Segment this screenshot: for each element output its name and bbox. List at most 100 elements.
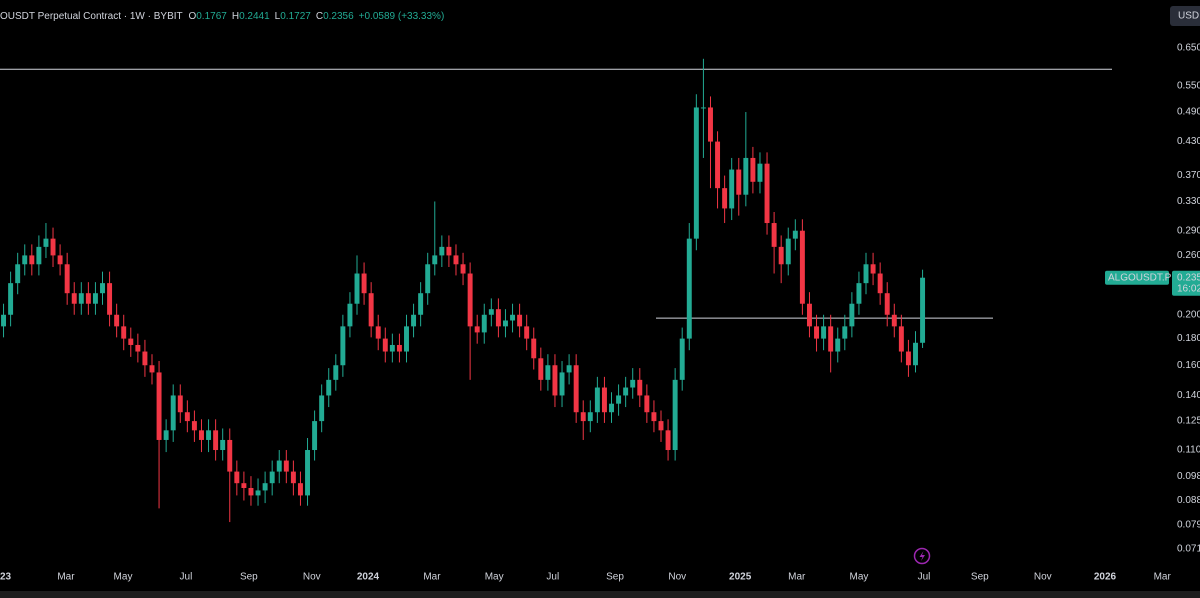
candle-body	[107, 283, 113, 315]
candle-body	[510, 314, 516, 321]
candle-body	[333, 365, 339, 380]
candle-body	[764, 163, 770, 224]
symbol-title: OUSDT Perpetual Contract · 1W · BYBIT	[0, 11, 183, 22]
ohlc-label: O	[188, 11, 196, 22]
candle-body	[849, 303, 855, 327]
candle-body	[651, 412, 657, 422]
x-tick-label: Mar	[1154, 572, 1172, 583]
candle-body	[700, 107, 706, 109]
x-tick-label: Sep	[971, 572, 989, 583]
x-tick-label: May	[485, 572, 504, 583]
y-tick-label: 0.140	[1177, 390, 1200, 401]
candle-body	[262, 483, 268, 491]
countdown: 16:02	[1177, 283, 1200, 294]
candle-body	[36, 246, 42, 265]
candle-body	[637, 379, 643, 396]
candle-body	[425, 264, 431, 294]
candle-body	[85, 293, 91, 304]
x-tick-label: Sep	[606, 572, 624, 583]
candle-body	[177, 395, 183, 413]
candle-body	[135, 344, 141, 352]
candle-body	[616, 395, 622, 404]
candle-body	[623, 387, 629, 396]
candle-body	[502, 320, 508, 327]
x-tick-label: 2023	[0, 572, 12, 583]
candle-body	[411, 314, 417, 327]
candle-body	[863, 264, 869, 284]
candle-body	[191, 421, 197, 431]
event-icon[interactable]	[913, 547, 931, 565]
candle-body	[283, 460, 289, 472]
y-tick-label: 0.098	[1177, 471, 1200, 482]
candle-body	[495, 309, 501, 327]
candle-body	[920, 277, 926, 343]
candle-body	[71, 293, 77, 304]
candle-body	[630, 379, 636, 388]
candle-body	[481, 314, 487, 333]
candle-body	[290, 471, 296, 484]
candle-body	[708, 107, 713, 142]
candle-body	[644, 395, 650, 413]
candle-body	[531, 338, 537, 359]
symbol-tag	[1105, 270, 1169, 285]
candle-body	[771, 223, 777, 247]
y-tick-label: 0.490	[1177, 107, 1200, 118]
candle-body	[665, 430, 671, 451]
candle-body	[114, 314, 120, 327]
candle-body	[305, 450, 310, 496]
x-tick-label: Nov	[668, 572, 686, 583]
y-tick-label: 0.200	[1177, 309, 1200, 320]
candle-body	[50, 238, 56, 256]
candle-body	[842, 326, 848, 339]
change-value: +0.0589 (+33.33%)	[359, 11, 445, 22]
candle-body	[439, 246, 445, 256]
candle-body	[29, 255, 35, 265]
ohlc-label: H	[232, 11, 239, 22]
candle-body	[389, 344, 395, 352]
candle-body	[128, 338, 134, 345]
x-tick-label: Mar	[423, 572, 441, 583]
y-tick-label: 0.290	[1177, 225, 1200, 236]
candle-body	[587, 412, 593, 422]
candle-body	[870, 264, 876, 274]
candle-body	[460, 264, 466, 274]
candle-body	[517, 314, 523, 327]
candle-body	[404, 326, 409, 352]
x-tick-label: Mar	[788, 572, 806, 583]
candle-body	[199, 430, 204, 440]
candle-body	[446, 246, 452, 256]
candle-body	[814, 326, 819, 339]
y-tick-label: 0.071	[1177, 544, 1200, 555]
y-tick-label: 0.430	[1177, 136, 1200, 147]
candle-body	[1, 314, 7, 327]
candle-body	[43, 238, 49, 247]
candle-body	[326, 379, 332, 396]
ohlc-value: 0.2441	[239, 11, 270, 22]
candle-body	[467, 273, 473, 327]
candle-body	[206, 430, 212, 440]
header-line: OUSDT Perpetual Contract · 1W · BYBIT O 0.…	[0, 11, 444, 22]
candle-body	[220, 439, 226, 451]
candle-body	[156, 372, 162, 440]
symbol-label: ALGOUSDT.P	[1108, 272, 1172, 283]
candle-body	[15, 264, 21, 284]
candle-body	[276, 460, 282, 472]
candle-body	[149, 365, 155, 373]
candle-body	[743, 157, 749, 195]
y-tick-label: 0.330	[1177, 196, 1200, 207]
candle-body	[835, 338, 841, 352]
ohlc-value: 0.2356	[323, 11, 354, 22]
candle-body	[78, 293, 84, 304]
y-tick-label: 0.088	[1177, 495, 1200, 506]
currency-button[interactable]	[1170, 6, 1200, 26]
candle-body	[658, 421, 664, 431]
candle-body	[347, 303, 353, 327]
y-tick-label: 0.079	[1177, 520, 1200, 531]
candle-body	[319, 395, 325, 422]
candle-body	[693, 107, 699, 239]
candle-body	[799, 230, 805, 304]
candle-body	[57, 255, 63, 265]
x-tick-label: 2024	[357, 572, 380, 583]
